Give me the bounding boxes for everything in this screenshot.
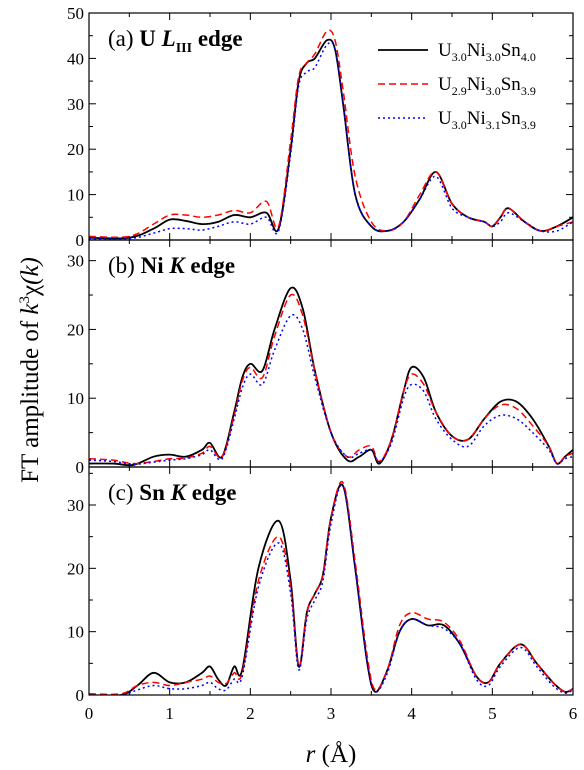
panel-2-label: (c) Sn K edge	[108, 480, 236, 505]
legend-el: Sn	[501, 74, 522, 95]
legend-el: Sn	[501, 108, 522, 129]
panel-1-y-tick-label: 10	[67, 389, 84, 408]
panel-label-suffix: edge	[185, 253, 235, 278]
legend-label-1: U2.9Ni3.0Sn3.9	[438, 74, 536, 98]
legend-sub: 3.0	[486, 50, 501, 64]
panel-0-y-tick-label: 0	[76, 231, 85, 250]
legend-label-0: U3.0Ni3.0Sn4.0	[438, 40, 536, 64]
y-axis-title-arg: (k)	[17, 257, 44, 285]
panels: 0 10 20 30 40 50 (a) U LIII edge 0 10 20 30 (b) Ni …	[67, 4, 574, 705]
legend-sub: 3.0	[452, 118, 467, 132]
panel-1-series-line-2	[89, 314, 573, 466]
x-tick-label: 3	[327, 704, 336, 723]
legend-el: U	[438, 40, 452, 61]
panel-1-y-tick-label: 30	[67, 252, 84, 271]
panel-0-y-tick-label: 50	[67, 4, 84, 23]
panel-label-edge-sub: III	[176, 41, 192, 56]
x-tick-label: 2	[246, 704, 255, 723]
y-axis-title-chi: χ	[17, 285, 44, 297]
panel-2: 0 10 20 30 (c) Sn K edge	[67, 466, 574, 705]
y-axis-title-prefix: FT amplitude of	[17, 315, 44, 483]
panel-0-y-tick-label: 10	[67, 186, 84, 205]
panel-2-y-tick-label: 10	[67, 623, 84, 642]
y-axis-title-exp: 3	[17, 296, 33, 304]
panel-label-element: Ni	[141, 253, 170, 278]
panel-0: 0 10 20 30 40 50 (a) U LIII edge	[67, 4, 574, 250]
panel-2-y-tick-label: 30	[67, 496, 84, 515]
panel-1-y-tick-label: 20	[67, 320, 84, 339]
panel-0-y-tick-label: 20	[67, 140, 84, 159]
legend-sub: 3.9	[521, 84, 536, 98]
panel-0-series-line-0	[89, 38, 573, 240]
panel-label-element: U	[139, 26, 161, 51]
panel-0-series	[89, 29, 573, 240]
y-axis-title: FT amplitude of k3χ(k)	[17, 257, 44, 483]
panel-0-series-line-2	[89, 41, 573, 240]
legend-el: Ni	[467, 40, 486, 61]
panel-2-series-line-1	[89, 480, 573, 695]
panel-label-element: Sn	[139, 480, 170, 505]
x-tick-labels: 0 1 2 3 4 5 6	[85, 704, 578, 723]
legend-label-2: U3.0Ni3.1Sn3.9	[438, 108, 536, 132]
x-tick-label: 4	[407, 704, 416, 723]
panel-label-prefix: (b)	[108, 253, 141, 278]
legend: U3.0Ni3.0Sn4.0U2.9Ni3.0Sn3.9U3.0Ni3.1Sn3…	[378, 40, 536, 132]
legend-el: U	[438, 74, 452, 95]
x-tick-label: 6	[569, 704, 578, 723]
x-axis-title-var: r	[306, 741, 316, 768]
panel-2-series	[89, 480, 573, 695]
panel-label-prefix: (c)	[108, 480, 139, 505]
legend-sub: 4.0	[521, 50, 536, 64]
legend-sub: 3.1	[486, 118, 501, 132]
panel-1-y-tick-label: 0	[76, 458, 85, 477]
panel-0-label: (a) U LIII edge	[108, 26, 243, 56]
panel-label-edge-letter: K	[168, 253, 186, 278]
panel-1: 0 10 20 30 (b) Ni K edge	[67, 239, 574, 477]
x-axis-title-unit: (Å)	[322, 741, 357, 768]
panel-1-series-line-0	[89, 286, 573, 467]
panel-1-series-line-1	[89, 293, 573, 465]
legend-sub: 3.0	[452, 50, 467, 64]
legend-el: Sn	[501, 40, 522, 61]
panel-1-series	[89, 286, 573, 467]
panel-2-y-tick-label: 0	[76, 686, 85, 705]
legend-sub: 3.9	[521, 118, 536, 132]
y-axis-title-k: k	[17, 303, 44, 315]
panel-label-edge-letter: L	[161, 26, 176, 51]
x-tick-label: 1	[165, 704, 174, 723]
panel-1-label: (b) Ni K edge	[108, 253, 235, 278]
x-tick-label: 5	[488, 704, 497, 723]
x-tick-label: 0	[85, 704, 94, 723]
panel-0-y-tick-label: 40	[67, 49, 84, 68]
panel-label-prefix: (a)	[108, 26, 139, 51]
legend-sub: 3.0	[486, 84, 501, 98]
y-axis-title-text: FT amplitude of k3χ(k)	[17, 257, 44, 483]
legend-el: Ni	[467, 108, 486, 129]
panel-label-suffix: edge	[192, 26, 242, 51]
panel-label-edge-letter: K	[170, 480, 188, 505]
x-axis-title: r (Å)	[306, 741, 357, 768]
panel-2-y-tick-label: 20	[67, 559, 84, 578]
legend-el: U	[438, 108, 452, 129]
panel-2-series-line-2	[89, 484, 573, 695]
legend-el: Ni	[467, 74, 486, 95]
panel-label-suffix: edge	[186, 480, 236, 505]
panel-0-y-tick-label: 30	[67, 95, 84, 114]
legend-sub: 2.9	[452, 84, 467, 98]
